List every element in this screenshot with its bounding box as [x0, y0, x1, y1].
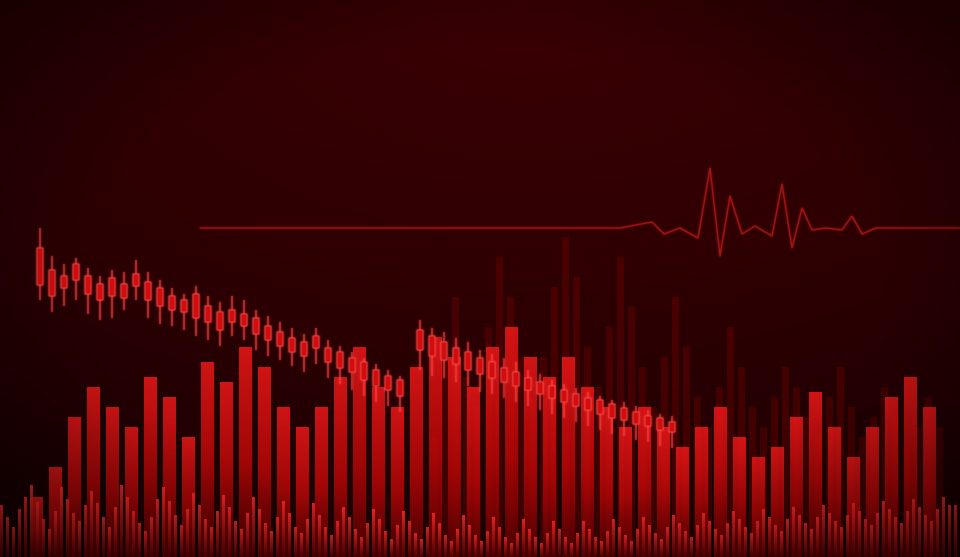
chart-svg — [0, 0, 960, 557]
stock-crash-chart — [0, 0, 960, 557]
